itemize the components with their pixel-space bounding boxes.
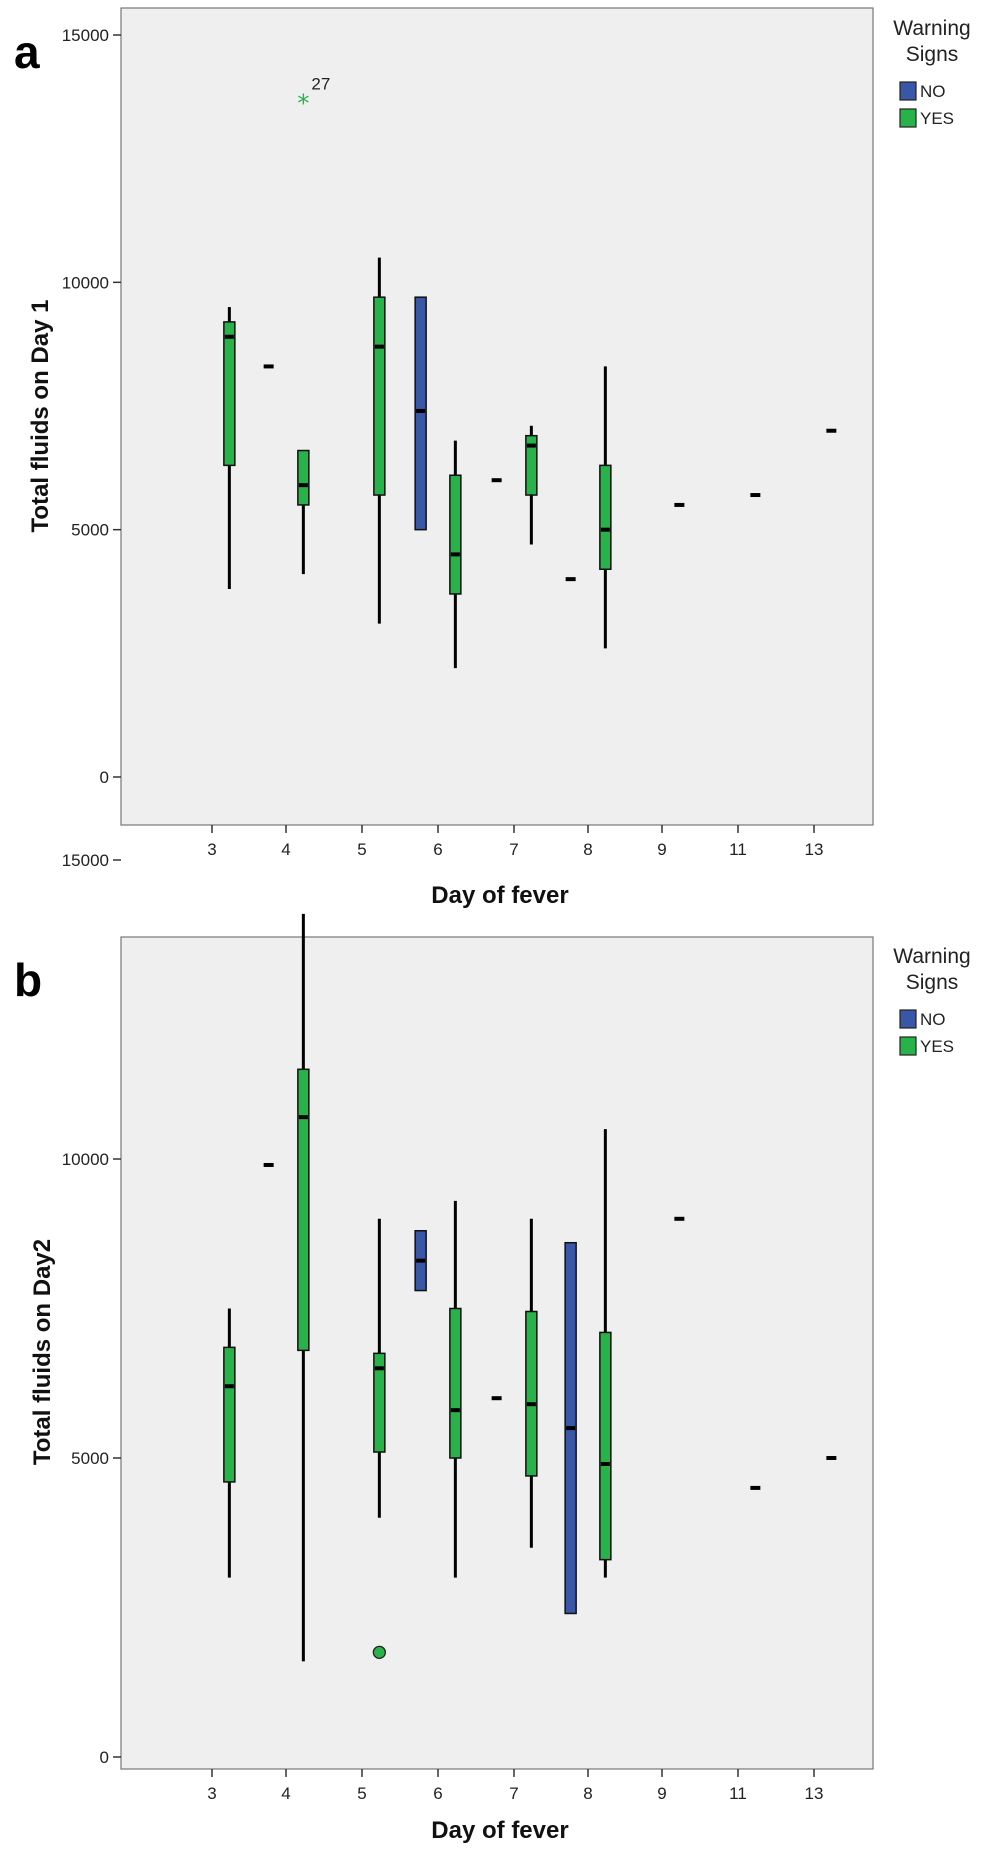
legend-swatch-yes-b [899, 1036, 917, 1056]
legend-b: Warning Signs NO YES [893, 945, 970, 1056]
x-axis-title-b: Day of fever [431, 1817, 568, 1844]
box-yes-day-5 [373, 1218, 386, 1518]
legend-label-no-a: NO [920, 82, 946, 101]
y-tick-label: 15000 [62, 851, 109, 870]
x-tick-label: 13 [805, 1784, 824, 1803]
y-tick-label: 10000 [62, 273, 109, 292]
y-axis-title-b: Total fluids on Day2 [29, 1239, 56, 1465]
box-yes-day-3 [223, 307, 236, 590]
iqr-box [449, 1307, 462, 1459]
x-tick-label: 5 [357, 840, 366, 859]
legend-swatch-no-a [899, 81, 917, 101]
iqr-box [599, 464, 612, 570]
box-yes-day-6 [449, 1200, 462, 1578]
box-yes-day-4 [297, 449, 310, 575]
box-yes-day-7 [525, 425, 538, 545]
iqr-box [297, 1068, 310, 1352]
x-tick-label: 5 [357, 1784, 366, 1803]
legend-label-yes-a: YES [920, 109, 954, 128]
boxes-a: *27 [223, 74, 837, 669]
x-axis-title-a: Day of fever [431, 882, 568, 909]
plot-area-a [120, 7, 874, 826]
iqr-box [373, 1352, 386, 1453]
x-tick-label: 3 [207, 1784, 216, 1803]
x-tick-label: 4 [281, 840, 290, 859]
y-axis-title-a: Total fluids on Day 1 [27, 300, 54, 533]
y-axis-b: 0 5000 10000 15000 [62, 851, 121, 1767]
outlier-label: 27 [311, 74, 330, 93]
box-no-day-6 [414, 296, 427, 531]
y-tick-label: 10000 [62, 1150, 109, 1169]
box-yes-day-4 [297, 913, 310, 1662]
legend-swatch-yes-a [899, 108, 917, 128]
iqr-box [223, 1346, 236, 1483]
box-no-day-8 [564, 1241, 577, 1615]
box-yes-day-8 [599, 1129, 612, 1578]
x-tick-label: 11 [729, 840, 747, 859]
panel-a: a 0 5000 10000 15000 3 4 5 6 7 8 9 11 13 *27 Day of… [14, 7, 971, 909]
iqr-box [525, 434, 538, 496]
x-tick-label: 9 [657, 840, 666, 859]
box-yes-day-6 [449, 440, 462, 669]
y-tick-label: 0 [100, 1748, 109, 1767]
y-tick-label: 0 [100, 768, 109, 787]
iqr-box [599, 1331, 612, 1561]
box-yes-day-7 [525, 1218, 538, 1548]
x-tick-label: 13 [805, 840, 824, 859]
x-tick-label: 7 [509, 1784, 518, 1803]
iqr-box [373, 296, 386, 496]
iqr-box [223, 321, 236, 467]
panel-a-letter: a [14, 26, 40, 78]
iqr-box [297, 449, 310, 506]
legend-title-line1-a: Warning [893, 17, 970, 40]
x-tick-label: 6 [433, 840, 442, 859]
box-yes-day-3 [223, 1308, 236, 1578]
iqr-box [449, 474, 462, 595]
plot-area-b [120, 936, 874, 1770]
x-tick-label: 11 [729, 1784, 747, 1803]
panel-b: b 0 5000 10000 15000 3 4 5 6 7 8 9 11 13 Day of fev… [14, 851, 971, 1844]
x-tick-label: 7 [509, 840, 518, 859]
legend-swatch-no-b [899, 1009, 917, 1029]
x-tick-label: 8 [583, 1784, 592, 1803]
box-yes-day-5 [373, 257, 386, 624]
y-tick-label: 5000 [71, 1449, 109, 1468]
legend-title-line2-b: Signs [906, 971, 959, 994]
y-tick-label: 5000 [71, 521, 109, 540]
legend-title-line1-b: Warning [893, 945, 970, 968]
boxes-b [223, 913, 837, 1662]
iqr-box [525, 1310, 538, 1477]
x-tick-label: 3 [207, 840, 216, 859]
x-tick-label: 9 [657, 1784, 666, 1803]
y-tick-label: 15000 [62, 26, 109, 45]
panel-b-letter: b [14, 954, 42, 1006]
x-tick-label: 6 [433, 1784, 442, 1803]
outlier-circle [372, 1645, 387, 1659]
x-axis-b: 3 4 5 6 7 8 9 11 13 [207, 1769, 823, 1803]
legend-title-line2-a: Signs [906, 43, 959, 66]
iqr-box [414, 296, 427, 531]
x-tick-label: 4 [281, 1784, 290, 1803]
y-axis-a: 0 5000 10000 15000 [62, 26, 121, 787]
legend-a: Warning Signs NO YES [893, 17, 970, 128]
legend-label-yes-b: YES [920, 1037, 954, 1056]
legend-label-no-b: NO [920, 1010, 946, 1029]
box-yes-day-8 [599, 366, 612, 649]
x-axis-a: 3 4 5 6 7 8 9 11 13 [207, 825, 823, 859]
x-tick-label: 8 [583, 840, 592, 859]
outlier-star: * [297, 89, 309, 117]
box-no-day-6 [414, 1230, 427, 1292]
